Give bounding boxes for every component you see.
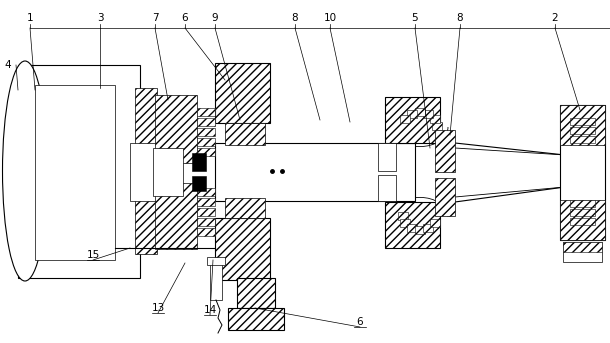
FancyBboxPatch shape xyxy=(423,224,433,232)
Text: 4: 4 xyxy=(5,60,12,70)
Text: 9: 9 xyxy=(212,13,218,23)
Bar xyxy=(570,200,595,207)
Text: 13: 13 xyxy=(151,303,165,313)
FancyBboxPatch shape xyxy=(400,115,411,123)
Bar xyxy=(197,118,215,126)
Bar xyxy=(192,153,206,171)
Text: 2: 2 xyxy=(551,13,558,23)
Bar xyxy=(570,127,595,134)
Bar xyxy=(570,218,595,225)
Bar xyxy=(560,105,605,145)
Bar xyxy=(225,198,265,218)
Bar xyxy=(563,242,602,262)
Bar xyxy=(215,218,270,280)
FancyBboxPatch shape xyxy=(415,226,425,234)
Text: 10: 10 xyxy=(323,13,337,23)
Bar xyxy=(35,85,115,260)
Bar xyxy=(197,108,215,116)
Bar xyxy=(228,308,284,330)
Bar xyxy=(135,196,157,254)
Polygon shape xyxy=(455,143,565,202)
FancyBboxPatch shape xyxy=(415,108,425,116)
Bar xyxy=(435,130,455,172)
Bar xyxy=(155,95,197,163)
Bar xyxy=(153,148,183,196)
FancyBboxPatch shape xyxy=(400,219,411,227)
Text: 6: 6 xyxy=(182,13,188,23)
FancyBboxPatch shape xyxy=(407,110,417,118)
Bar xyxy=(385,202,440,248)
Bar xyxy=(560,105,605,240)
Bar xyxy=(378,143,396,171)
FancyBboxPatch shape xyxy=(407,224,417,232)
Bar xyxy=(570,209,595,216)
Bar xyxy=(197,198,215,206)
Bar xyxy=(210,260,222,300)
Bar xyxy=(197,218,215,226)
Text: 15: 15 xyxy=(87,250,99,260)
Text: 5: 5 xyxy=(412,13,418,23)
Bar xyxy=(215,63,270,123)
Bar xyxy=(197,208,215,216)
Text: 6: 6 xyxy=(357,317,364,327)
Bar xyxy=(225,123,265,145)
Bar xyxy=(570,118,595,125)
Bar xyxy=(130,143,160,201)
FancyBboxPatch shape xyxy=(398,212,408,220)
Bar xyxy=(378,175,396,201)
Bar xyxy=(207,257,225,265)
Bar xyxy=(570,136,595,143)
Bar xyxy=(563,242,602,252)
Bar xyxy=(18,65,140,278)
Bar xyxy=(135,88,157,148)
Bar xyxy=(385,97,440,143)
Text: 7: 7 xyxy=(152,13,159,23)
Text: 1: 1 xyxy=(27,13,34,23)
Bar xyxy=(192,176,206,191)
Text: 8: 8 xyxy=(292,13,298,23)
Bar xyxy=(560,200,605,240)
Text: 3: 3 xyxy=(97,13,103,23)
Bar xyxy=(435,178,455,216)
Bar xyxy=(197,228,215,236)
Bar xyxy=(215,143,415,201)
FancyBboxPatch shape xyxy=(423,110,433,118)
Bar xyxy=(197,148,215,156)
Text: 14: 14 xyxy=(203,305,217,315)
FancyBboxPatch shape xyxy=(429,219,440,227)
Bar xyxy=(197,128,215,136)
Bar xyxy=(155,183,197,249)
Bar xyxy=(237,278,275,308)
Bar xyxy=(197,138,215,146)
Ellipse shape xyxy=(2,61,48,281)
Text: 8: 8 xyxy=(457,13,464,23)
Bar xyxy=(197,188,215,196)
FancyBboxPatch shape xyxy=(429,115,440,123)
FancyBboxPatch shape xyxy=(432,122,442,130)
